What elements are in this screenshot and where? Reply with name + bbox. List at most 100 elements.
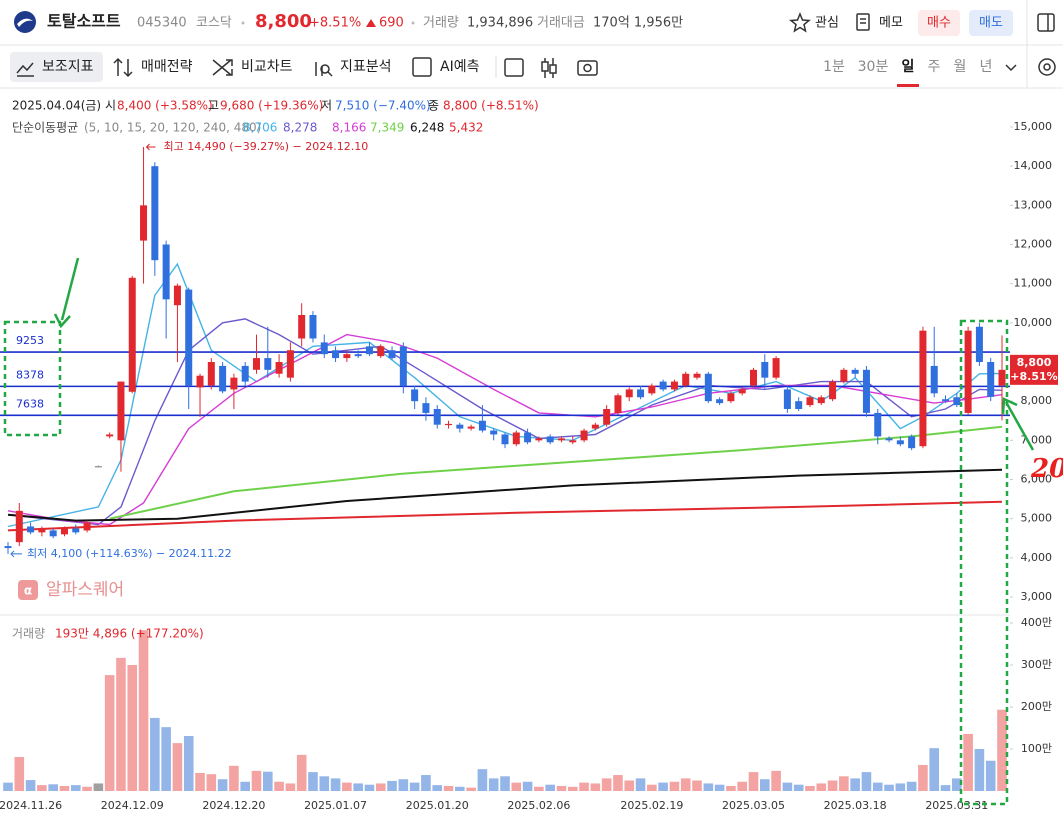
ma-value-label: 8,166 (332, 121, 366, 135)
chart-info: 2025.04.04(금) 시 8,400 (+3.58%) 고 9,680 (… (12, 99, 539, 135)
candle-body (60, 528, 68, 535)
info-low: 7,510 (−7.40%) (335, 99, 431, 113)
candle-body (275, 362, 283, 374)
level-label: 8378 (16, 368, 44, 381)
moving-average-line (7, 500, 1003, 532)
volume-bar (567, 786, 578, 791)
volume-bar (985, 760, 996, 791)
logo (14, 11, 36, 33)
period[interactable]: 월 (954, 59, 967, 75)
period[interactable]: 주 (928, 59, 941, 75)
volume-bar (940, 785, 951, 791)
volume-label: 거래량 (423, 16, 459, 31)
volume-bar (93, 783, 104, 791)
volume-bar (138, 630, 149, 791)
select-tool[interactable] (504, 58, 524, 77)
separator (411, 21, 415, 25)
indicator-icon (16, 62, 34, 77)
sidebar-toggle[interactable] (1037, 13, 1055, 32)
volume-bar (104, 675, 115, 791)
candle-body (241, 365, 249, 382)
candle-body (445, 423, 453, 426)
candle-body (490, 430, 498, 435)
candle-body (433, 409, 441, 425)
price-tag-change: +8.51% (1010, 370, 1057, 383)
period[interactable]: 30분 (858, 59, 889, 75)
volume-bar (861, 772, 872, 791)
buy-button[interactable]: 매수 (918, 10, 960, 36)
sell-button[interactable]: 매도 (969, 10, 1013, 36)
price-tag-price: 8,800 (1017, 356, 1052, 369)
candle-body (49, 530, 57, 537)
volume-bar (127, 665, 138, 791)
period-dropdown[interactable] (1005, 64, 1017, 72)
volume-bar (432, 785, 443, 791)
y-tick-label: 13,000 (1014, 198, 1053, 211)
watch-label: 관심 (815, 16, 839, 31)
candle-body (512, 432, 520, 445)
level-label: 7638 (16, 397, 44, 410)
memo-button[interactable]: 메모 (856, 13, 903, 31)
watch-button[interactable]: 관심 (789, 12, 839, 33)
volume-bar (759, 779, 770, 791)
candle-body (106, 434, 114, 437)
tool-label[interactable]: 비교차트 (241, 59, 293, 75)
x-tick-label: 2025.03.31 (925, 799, 988, 812)
memo-icon (856, 13, 870, 31)
period[interactable]: 1분 (823, 59, 845, 75)
candle-body (546, 436, 554, 443)
candle-body (874, 412, 882, 437)
candle-body (975, 326, 983, 363)
volume-bar (3, 782, 13, 791)
candle-body (964, 330, 972, 413)
volume-bar (161, 727, 171, 791)
tool-label[interactable]: 보조지표 (42, 59, 94, 75)
separator (241, 21, 245, 25)
volume-bar (274, 781, 284, 791)
volume-bar (647, 784, 657, 791)
period-selected[interactable]: 일 (902, 59, 915, 75)
volume-bar (669, 781, 680, 791)
volume-bar (906, 781, 917, 791)
settings[interactable] (1038, 58, 1056, 76)
screenshot-tool[interactable] (577, 60, 598, 76)
volume-bar (918, 764, 928, 791)
high-marker (145, 143, 156, 151)
info-high: 9,680 (+19.36%) (220, 99, 323, 113)
volume-bar (839, 776, 849, 791)
x-tick-label: 2025.01.20 (406, 799, 469, 812)
volume-bar (884, 784, 894, 791)
candle-body (569, 440, 577, 443)
volume-bar (895, 783, 906, 791)
candle-body (682, 373, 690, 386)
volume-tick-label: 100만 (1021, 742, 1052, 755)
buy-label: 매수 (927, 16, 951, 31)
volume-bar (262, 771, 273, 791)
candle-body (862, 369, 870, 413)
volume-bar (726, 785, 736, 791)
candle-body (625, 389, 633, 398)
volume-bar (511, 782, 522, 791)
candle-body (919, 330, 927, 447)
candle-body (219, 365, 227, 392)
candle-body (264, 358, 272, 370)
volume-bar (455, 786, 465, 791)
moving-average-line (7, 318, 1003, 526)
tool-label[interactable]: 매매전략 (141, 59, 193, 75)
ma-value-label: 8,706 (243, 121, 277, 135)
volume-bar (319, 776, 330, 791)
tool-label[interactable]: 지표분석 (340, 59, 392, 75)
candle-body (591, 424, 599, 429)
arrow (1004, 401, 1035, 451)
period[interactable]: 년 (980, 59, 993, 75)
plot: 3,0004,0005,0006,0007,0008,0009,00010,00… (0, 120, 1058, 812)
highlight-box (3, 320, 62, 437)
candle-body (83, 522, 91, 531)
volume-bar (613, 775, 623, 791)
low-annotation: 최저 4,100 (+114.63%) − 2024.11.22 (27, 547, 232, 560)
y-tick-label: 3,000 (1021, 590, 1053, 603)
volume-bar (827, 780, 838, 791)
candle-body (840, 369, 848, 382)
tool-label[interactable]: AI예측 (440, 59, 480, 75)
volume-bar (748, 772, 759, 791)
